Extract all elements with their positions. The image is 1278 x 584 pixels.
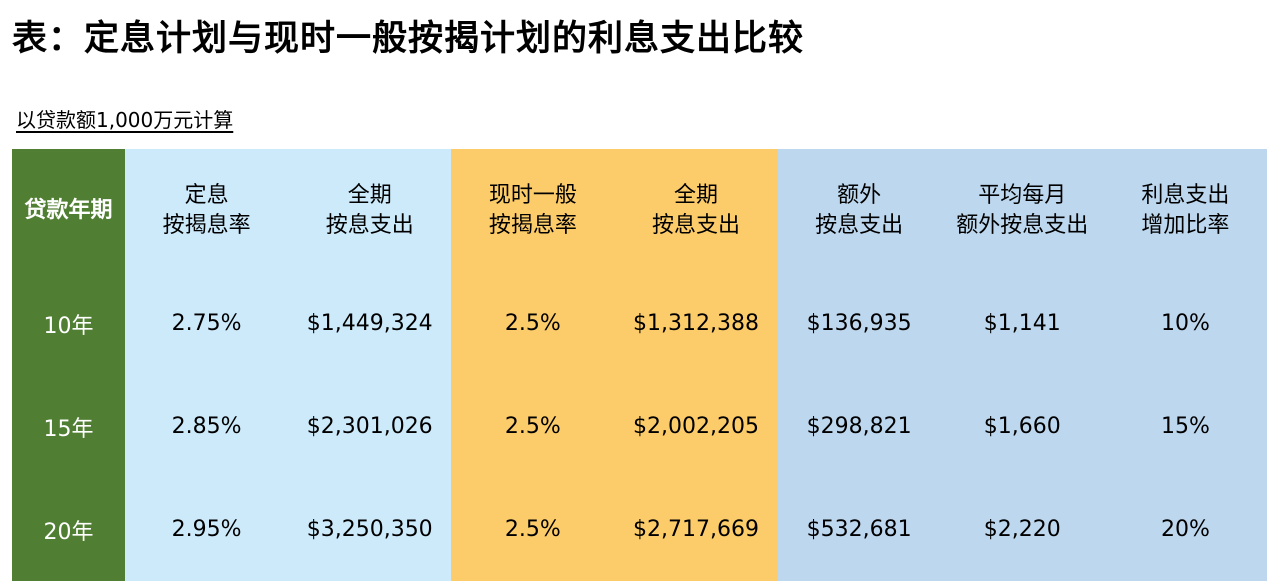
table-cell: $136,935	[777, 272, 941, 375]
table-cell: $2,220	[940, 478, 1104, 581]
table-cell: $2,002,205	[614, 375, 778, 478]
column-header-line: 按息支出	[325, 212, 414, 238]
column-header-line: 贷款年期	[24, 197, 113, 223]
column-header: 全期 按息支出	[614, 149, 778, 272]
table-cell: $1,660	[940, 375, 1104, 478]
column-header-line: 定息	[184, 182, 229, 208]
term-cell: 10年	[12, 272, 125, 375]
column-header-line: 额外	[837, 182, 882, 208]
table-cell: 2.5%	[451, 375, 615, 478]
table-cell: $532,681	[777, 478, 941, 581]
column-header: 全期 按息支出	[288, 149, 452, 272]
column-header-line: 全期	[347, 182, 392, 208]
table-row: 10年 2.75% $1,449,324 2.5% $1,312,388 $136,935…	[12, 272, 1267, 375]
table-cell: $2,301,026	[288, 375, 452, 478]
table-cell: $1,449,324	[288, 272, 452, 375]
column-header-line: 现时一般	[488, 182, 577, 208]
subtitle: 以贷款额1,000万元计算	[16, 108, 234, 132]
column-header: 利息支出 增加比率	[1103, 149, 1267, 272]
term-cell: 20年	[12, 478, 125, 581]
page-title: 表：定息计划与现时一般按揭计划的利息支出比较	[12, 19, 805, 59]
column-header: 平均每月额外按息支出	[940, 149, 1104, 272]
column-header: 额外 按息支出	[777, 149, 941, 272]
table-cell: $1,312,388	[614, 272, 778, 375]
table-cell: 2.5%	[451, 478, 615, 581]
table-cell: $298,821	[777, 375, 941, 478]
comparison-table: 贷款年期 定息 按揭息率 全期 按息支出 现时一般 按揭息率 全期 按息支出 额外 按息支出 平均每月…	[12, 149, 1267, 581]
header-row: 贷款年期 定息 按揭息率 全期 按息支出 现时一般 按揭息率 全期 按息支出 额外 按息支出 平均每月…	[12, 149, 1267, 272]
table-cell: 20%	[1103, 478, 1267, 581]
table-cell: 2.85%	[125, 375, 289, 478]
column-header: 贷款年期	[12, 149, 125, 272]
column-header: 现时一般 按揭息率	[451, 149, 615, 272]
column-header-line: 额外按息支出	[956, 212, 1089, 238]
column-header-line: 利息支出	[1141, 182, 1230, 208]
table-cell: $1,141	[940, 272, 1104, 375]
column-header-line: 按息支出	[815, 212, 904, 238]
column-header-line: 按揭息率	[488, 212, 577, 238]
column-header-line: 平均每月	[978, 182, 1067, 208]
table-cell: $3,250,350	[288, 478, 452, 581]
table-cell: 2.75%	[125, 272, 289, 375]
table-cell: 2.5%	[451, 272, 615, 375]
term-cell: 15年	[12, 375, 125, 478]
column-header-line: 按揭息率	[162, 212, 251, 238]
table-row: 20年 2.95% $3,250,350 2.5% $2,717,669 $532,681…	[12, 478, 1267, 581]
column-header-line: 全期	[673, 182, 718, 208]
table-row: 15年 2.85% $2,301,026 2.5% $2,002,205 $298,821…	[12, 375, 1267, 478]
column-header-line: 按息支出	[651, 212, 740, 238]
table-cell: 10%	[1103, 272, 1267, 375]
table-cell: $2,717,669	[614, 478, 778, 581]
table-cell: 15%	[1103, 375, 1267, 478]
column-header: 定息 按揭息率	[125, 149, 289, 272]
column-header-line: 增加比率	[1141, 212, 1230, 238]
table-cell: 2.95%	[125, 478, 289, 581]
